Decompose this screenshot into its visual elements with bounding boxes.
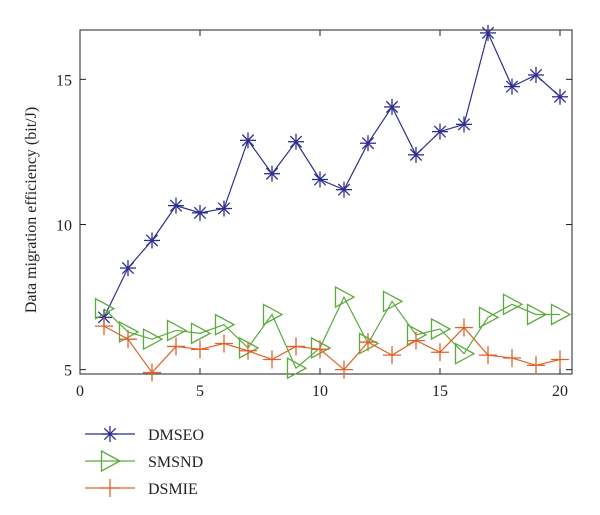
data-point-smsnd <box>406 323 428 346</box>
data-point-smsnd <box>142 328 164 351</box>
data-point-dsmie <box>383 346 401 365</box>
data-point-dsmie <box>263 350 281 369</box>
data-point-smsnd <box>118 320 140 343</box>
data-point-dmseo <box>480 24 496 41</box>
data-point-dmseo <box>240 132 256 149</box>
x-tick-label: 5 <box>196 383 204 400</box>
data-point-dsmie <box>191 340 209 359</box>
data-point-dmseo <box>432 123 448 140</box>
legend-label: DMSEO <box>148 427 204 444</box>
data-point-smsnd <box>334 285 356 309</box>
data-point-smsnd <box>502 293 524 316</box>
data-point-smsnd <box>166 319 188 342</box>
data-point-dmseo <box>384 98 400 115</box>
series-line-dmseo <box>103 31 561 318</box>
series-line-dsmie <box>103 325 561 374</box>
legend-item-smsnd: SMSND <box>85 449 203 473</box>
data-point-smsnd <box>286 357 308 380</box>
data-point-smsnd <box>358 332 380 355</box>
series-dmseo <box>96 24 568 326</box>
data-point-smsnd <box>190 322 212 345</box>
plot-frame <box>79 29 573 375</box>
data-point-smsnd <box>382 290 404 313</box>
data-point-dmseo <box>456 116 472 133</box>
data-point-smsnd <box>214 313 236 336</box>
y-tick-label: 15 <box>56 72 72 89</box>
data-point-smsnd <box>430 317 452 341</box>
series-dsmie <box>95 317 569 382</box>
data-point-dsmie <box>455 318 473 337</box>
data-point-dmseo <box>504 78 520 95</box>
data-point-dsmie <box>431 343 449 362</box>
data-point-dmseo <box>168 197 184 214</box>
legend-marker <box>100 449 122 473</box>
data-point-dmseo <box>552 88 568 105</box>
data-point-dsmie <box>503 349 521 368</box>
x-tick-label: 10 <box>312 383 328 400</box>
data-point-dmseo <box>264 165 280 182</box>
x-tick-label: 0 <box>76 383 84 400</box>
data-point-dsmie <box>119 330 137 349</box>
y-tick-label: 5 <box>64 363 72 380</box>
data-point-dsmie <box>527 356 545 375</box>
data-point-smsnd <box>238 336 260 359</box>
data-point-smsnd <box>550 303 572 326</box>
data-point-dmseo <box>408 146 424 163</box>
data-point-dsmie <box>551 350 569 369</box>
data-point-dsmie <box>311 340 329 359</box>
data-point-dmseo <box>288 133 304 150</box>
x-tick-label: 20 <box>552 383 568 400</box>
data-point-dmseo <box>336 181 352 198</box>
legend-label: DSMIE <box>148 481 198 498</box>
data-point-dsmie <box>239 341 257 360</box>
data-point-dmseo <box>144 232 160 249</box>
data-point-smsnd <box>262 303 284 326</box>
legend-item-dsmie: DSMIE <box>85 479 198 498</box>
data-point-dsmie <box>215 334 233 353</box>
data-point-dsmie <box>167 337 185 356</box>
data-point-dmseo <box>192 204 208 221</box>
y-tick-label: 10 <box>56 217 72 234</box>
legend-item-dmseo: DMSEO <box>85 426 204 444</box>
data-point-dsmie <box>287 337 305 356</box>
data-point-dmseo <box>216 200 232 217</box>
data-point-dsmie <box>407 331 425 350</box>
plot-area <box>79 29 573 375</box>
data-point-dmseo <box>312 171 328 188</box>
data-point-dsmie <box>479 346 497 365</box>
series-smsnd <box>94 285 572 380</box>
legend-marker <box>101 479 119 497</box>
series-layer <box>94 24 572 382</box>
data-point-dmseo <box>528 66 544 83</box>
data-point-dmseo <box>360 135 376 152</box>
series-line-smsnd <box>103 295 560 370</box>
data-point-dsmie <box>335 360 353 379</box>
data-point-dsmie <box>95 317 113 336</box>
legend-marker <box>102 426 118 442</box>
data-point-dsmie <box>359 333 377 352</box>
data-point-dmseo <box>120 260 136 277</box>
x-tick-label: 15 <box>432 383 448 400</box>
data-point-smsnd <box>94 297 116 320</box>
data-point-smsnd <box>478 306 500 329</box>
data-point-dsmie <box>143 363 161 382</box>
y-axis-label: Data migration efficiency (bit/J) <box>23 107 40 313</box>
data-point-smsnd <box>526 303 548 326</box>
data-point-smsnd <box>454 342 476 365</box>
legend: DMSEO SMSND DSMIE <box>85 426 204 498</box>
legend-label: SMSND <box>148 454 203 471</box>
